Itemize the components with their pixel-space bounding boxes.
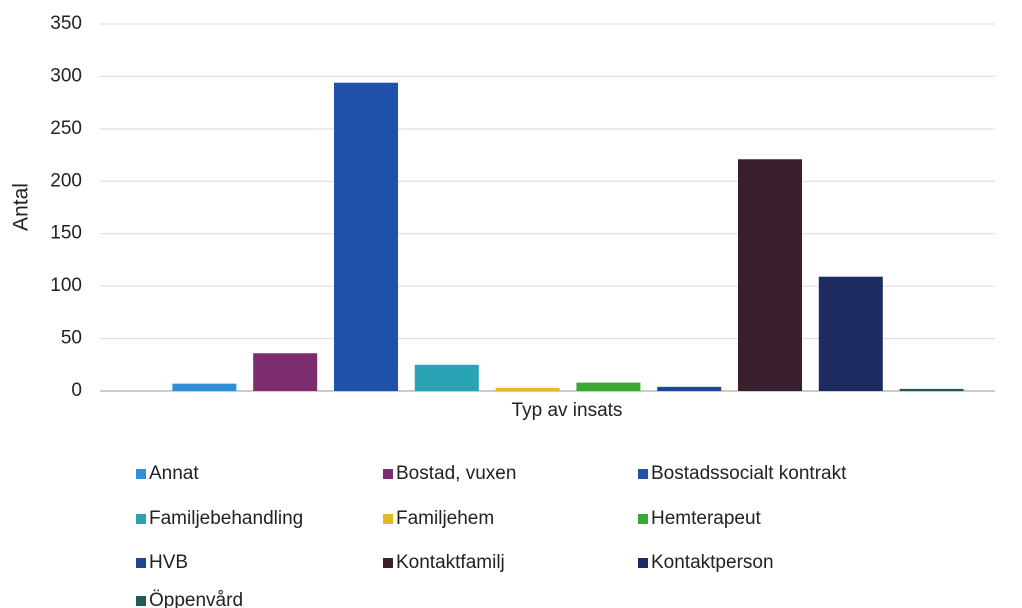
legend-label: Kontaktperson	[651, 552, 774, 573]
legend-swatch	[383, 558, 393, 568]
bar	[495, 387, 560, 391]
x-axis-label: Typ av insats	[512, 400, 623, 421]
legend-label: Familjehem	[396, 508, 494, 529]
y-tick-label: 100	[50, 275, 82, 296]
legend-swatch	[136, 596, 146, 606]
y-axis-label: Antal	[10, 183, 33, 231]
y-tick-label: 150	[50, 223, 82, 244]
legend-swatch	[383, 514, 393, 524]
bar	[818, 276, 883, 391]
legend-label: HVB	[149, 552, 188, 573]
legend-label: Bostadssocialt kontrakt	[651, 463, 847, 484]
legend-label: Hemterapeut	[651, 508, 762, 529]
bar	[414, 364, 479, 391]
legend-swatch	[638, 514, 648, 524]
legend-label: Kontaktfamilj	[396, 552, 505, 573]
bar	[899, 388, 964, 391]
y-tick-label: 300	[50, 65, 82, 86]
y-tick-label: 250	[50, 118, 82, 139]
legend-label: Öppenvård	[149, 590, 243, 608]
legend-swatch	[638, 558, 648, 568]
bar	[657, 386, 722, 391]
legend-swatch	[136, 558, 146, 568]
legend-label: Bostad, vuxen	[396, 463, 516, 484]
legend-swatch	[136, 514, 146, 524]
y-tick-label: 0	[71, 380, 82, 401]
bar	[738, 159, 802, 391]
legend-swatch	[383, 469, 393, 479]
y-tick-label: 50	[61, 328, 82, 349]
legend-label: Annat	[149, 463, 199, 484]
y-tick-label: 350	[50, 13, 82, 34]
bar	[172, 383, 237, 391]
y-tick-label: 200	[50, 170, 82, 191]
bar	[253, 353, 318, 391]
bar	[334, 82, 398, 391]
bar	[576, 382, 641, 391]
legend-label: Familjebehandling	[149, 508, 303, 529]
legend-swatch	[136, 469, 146, 479]
legend-swatch	[638, 469, 648, 479]
